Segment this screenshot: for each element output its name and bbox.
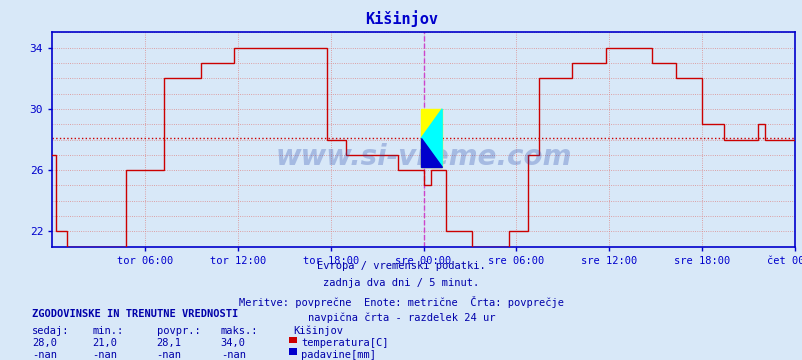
Text: navpična črta - razdelek 24 ur: navpična črta - razdelek 24 ur [307, 313, 495, 323]
Text: -nan: -nan [221, 350, 245, 360]
Text: zadnja dva dni / 5 minut.: zadnja dva dni / 5 minut. [323, 278, 479, 288]
Text: Meritve: povprečne  Enote: metrične  Črta: povprečje: Meritve: povprečne Enote: metrične Črta:… [239, 296, 563, 307]
Text: maks.:: maks.: [221, 326, 258, 336]
Text: 28,1: 28,1 [156, 338, 181, 348]
Text: -nan: -nan [156, 350, 181, 360]
Text: povpr.:: povpr.: [156, 326, 200, 336]
Text: 21,0: 21,0 [92, 338, 117, 348]
Text: www.si-vreme.com: www.si-vreme.com [275, 143, 571, 171]
Polygon shape [421, 109, 442, 167]
Text: Evropa / vremenski podatki.: Evropa / vremenski podatki. [317, 261, 485, 271]
Text: Kišinjov: Kišinjov [293, 326, 342, 336]
Text: Kišinjov: Kišinjov [365, 10, 437, 27]
Text: 28,0: 28,0 [32, 338, 57, 348]
Text: temperatura[C]: temperatura[C] [301, 338, 388, 348]
Text: sedaj:: sedaj: [32, 326, 70, 336]
Text: -nan: -nan [92, 350, 117, 360]
Text: 34,0: 34,0 [221, 338, 245, 348]
Text: ZGODOVINSKE IN TRENUTNE VREDNOSTI: ZGODOVINSKE IN TRENUTNE VREDNOSTI [32, 309, 238, 319]
Text: min.:: min.: [92, 326, 124, 336]
Text: -nan: -nan [32, 350, 57, 360]
Bar [421, 109, 442, 167]
Text: padavine[mm]: padavine[mm] [301, 350, 375, 360]
Polygon shape [421, 138, 442, 167]
